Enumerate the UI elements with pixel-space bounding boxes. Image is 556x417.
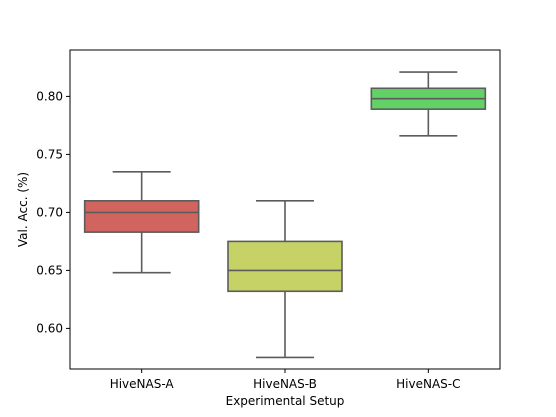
iqr-box [83,200,200,233]
box-hivenas-a [83,171,200,274]
y-tick-label: 0.80 [36,89,63,103]
y-axis: 0.60 0.65 0.70 0.75 0.80 [36,89,70,335]
box-hivenas-c [370,71,487,137]
x-axis-label: Experimental Setup [226,394,345,408]
box-hivenas-b [227,200,343,359]
x-tick-label: HiveNAS-B [253,377,317,391]
y-tick-label: 0.70 [36,205,63,219]
y-tick-label: 0.60 [36,321,63,335]
y-tick-label: 0.75 [36,147,63,161]
y-tick-label: 0.65 [36,263,63,277]
iqr-box [227,240,343,293]
boxes-layer [83,71,487,359]
x-axis: HiveNAS-A HiveNAS-B HiveNAS-C [110,369,461,391]
x-tick-label: HiveNAS-C [396,377,460,391]
x-tick-label: HiveNAS-A [110,377,175,391]
y-axis-label: Val. Acc. (%) [16,172,30,247]
